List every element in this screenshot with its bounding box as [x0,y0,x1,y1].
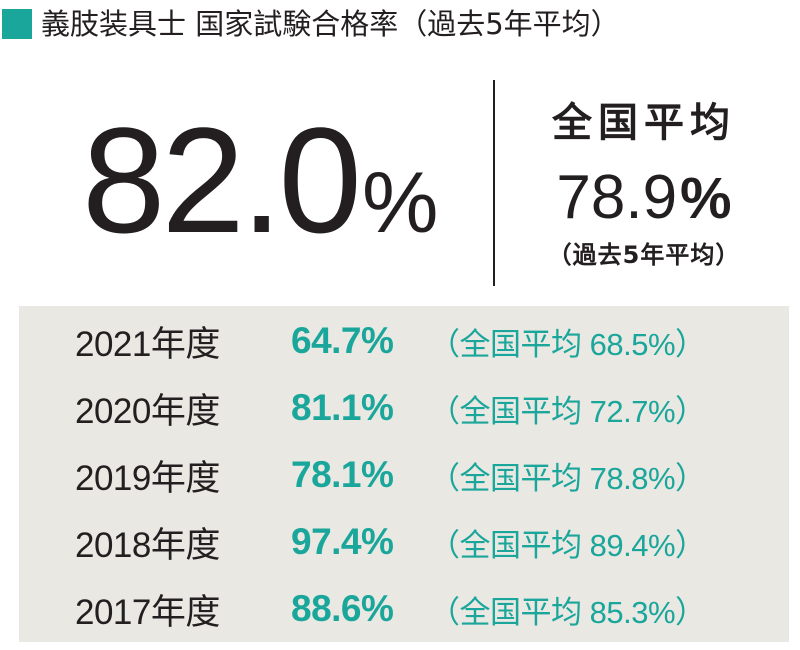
table-row: 2019年度 78.1% （全国平均 78.8%） [75,445,706,505]
row-national-average: （全国平均 89.4%） [429,527,706,563]
row-national-average: （全国平均 85.3%） [429,594,706,630]
national-average-value: 78.9 % [524,162,764,235]
row-pass-rate: 64.7% [291,320,394,361]
table-row: 2021年度 64.7% （全国平均 68.5%） [75,311,706,371]
average-pass-rate: 82.0 % [82,100,482,260]
row-pass-rate: 81.1% [291,387,394,428]
national-average-unit: % [680,166,732,231]
table-row: 2018年度 97.4% （全国平均 89.4%） [75,512,706,572]
yearly-results-box: 2021年度 64.7% （全国平均 68.5%） 2020年度 81.1% （… [19,306,789,642]
average-pass-rate-value: 82.0 [82,96,362,264]
row-year: 2017年度 [75,592,220,632]
national-average-label: 全国平均 [552,100,736,146]
national-average-number: 78.9 [556,163,678,232]
average-pass-rate-unit: % [361,155,439,251]
row-national-average: （全国平均 72.7%） [429,393,706,429]
national-average-note: （過去5年平均） [547,241,741,269]
row-year: 2020年度 [75,391,220,431]
row-year: 2018年度 [75,525,220,565]
vertical-divider [493,80,495,286]
row-year: 2019年度 [75,458,220,498]
chart-title: 義肢装具士 国家試験合格率（過去5年平均） [2,6,620,42]
title-marker-square [2,9,32,39]
row-pass-rate: 78.1% [291,454,394,495]
row-national-average: （全国平均 78.8%） [429,460,706,496]
table-row: 2020年度 81.1% （全国平均 72.7%） [75,378,706,438]
row-pass-rate: 97.4% [291,521,394,562]
row-pass-rate: 88.6% [291,588,394,629]
row-national-average: （全国平均 68.5%） [429,326,706,362]
row-year: 2021年度 [75,324,220,364]
page-title: 義肢装具士 国家試験合格率（過去5年平均） [41,7,620,41]
table-row: 2017年度 88.6% （全国平均 85.3%） [75,579,706,639]
